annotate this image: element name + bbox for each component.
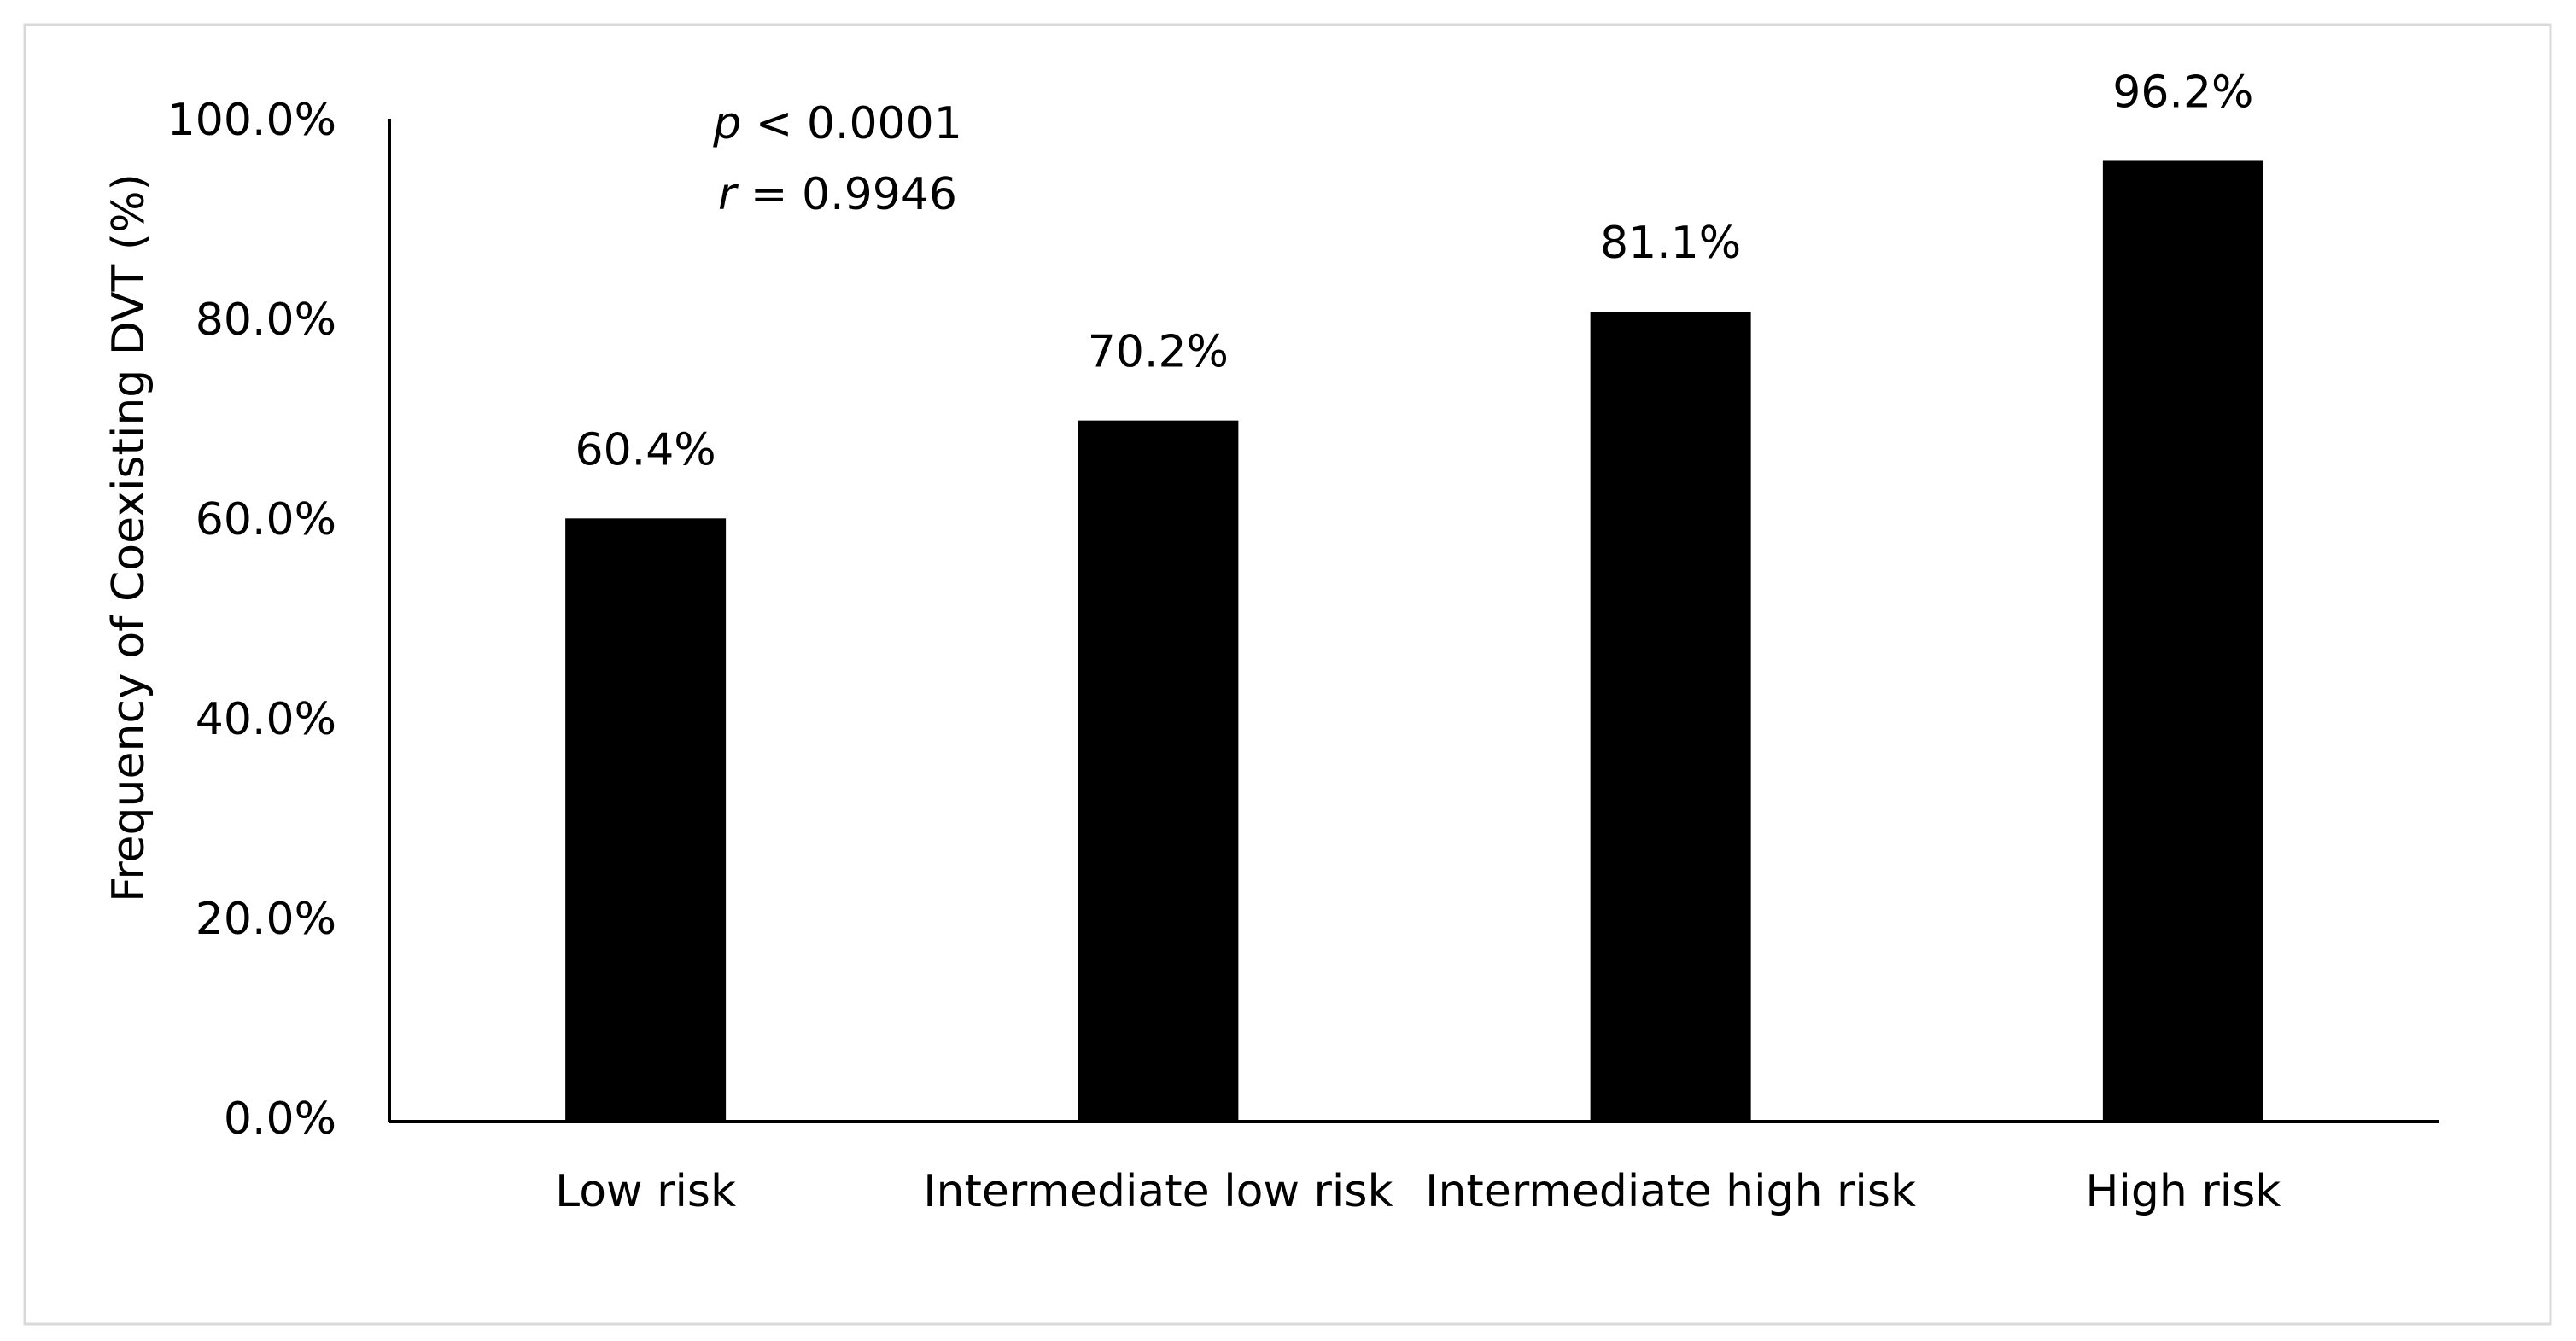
- annotation-symbol: r: [718, 169, 739, 220]
- y-tick-label: 20.0%: [196, 894, 336, 945]
- annotation: p < 0.0001: [712, 98, 962, 149]
- value-label: 96.2%: [2112, 67, 2253, 118]
- bar: [1078, 420, 1239, 1122]
- y-axis-label: Frequency of Coexisting DVT (%): [103, 173, 155, 902]
- x-tick-label: High risk: [2085, 1166, 2281, 1217]
- annotation: r = 0.9946: [718, 169, 957, 220]
- y-tick-label: 100.0%: [167, 95, 336, 146]
- y-tick-label: 80.0%: [196, 294, 336, 346]
- y-tick-label: 40.0%: [196, 694, 336, 745]
- annotation-symbol: p: [712, 98, 741, 149]
- x-tick-label: Intermediate low risk: [923, 1166, 1393, 1217]
- y-tick-label: 60.0%: [196, 494, 336, 545]
- bar: [2102, 160, 2263, 1122]
- bar: [565, 518, 727, 1122]
- value-label: 81.1%: [1600, 218, 1741, 269]
- value-label: 70.2%: [1088, 327, 1229, 378]
- y-tick-label: 0.0%: [224, 1093, 336, 1145]
- x-tick-label: Low risk: [555, 1166, 736, 1217]
- annotation-text: = 0.9946: [736, 169, 957, 220]
- x-tick-label: Intermediate high risk: [1425, 1166, 1916, 1217]
- value-label: 60.4%: [575, 424, 716, 475]
- annotation-text: < 0.0001: [741, 98, 962, 149]
- bar: [1590, 312, 1751, 1122]
